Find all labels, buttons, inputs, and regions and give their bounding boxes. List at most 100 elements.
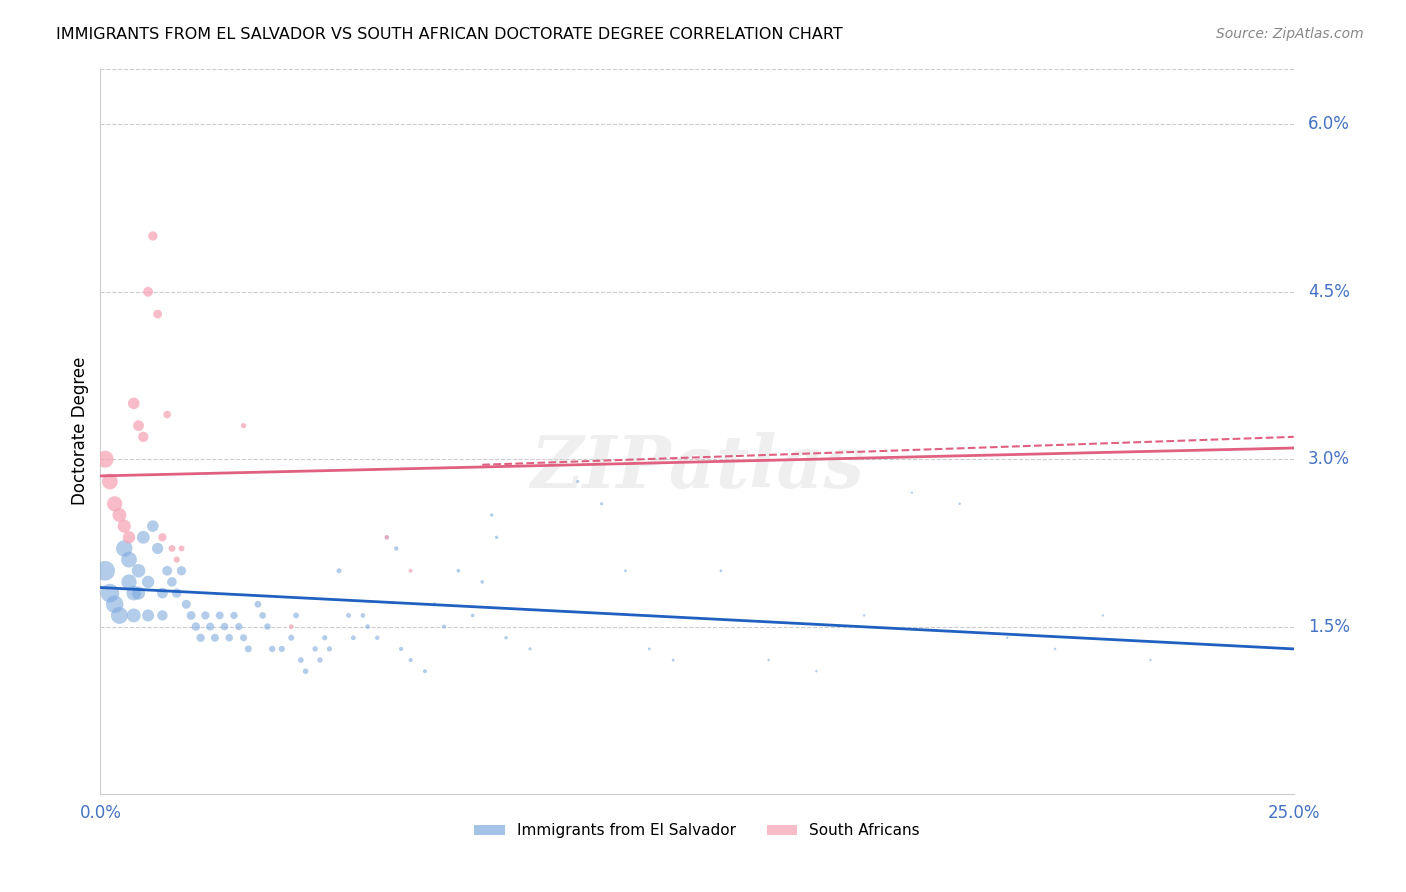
Point xyxy=(995,631,1018,645)
Point xyxy=(853,608,876,623)
Point xyxy=(160,541,183,556)
Point xyxy=(481,508,503,522)
Point xyxy=(166,586,188,600)
Point xyxy=(118,552,141,566)
Point xyxy=(98,475,121,489)
Point xyxy=(146,541,169,556)
Point xyxy=(567,475,589,489)
Point xyxy=(948,497,970,511)
Point xyxy=(337,608,360,623)
Point xyxy=(94,452,117,467)
Point xyxy=(198,619,221,633)
Point xyxy=(285,608,308,623)
Point xyxy=(128,564,150,578)
Point xyxy=(294,665,316,679)
Point xyxy=(614,564,637,578)
Point xyxy=(232,631,254,645)
Point xyxy=(122,586,145,600)
Point xyxy=(108,608,131,623)
Point xyxy=(314,631,336,645)
Point xyxy=(375,530,398,544)
Point xyxy=(710,564,733,578)
Point xyxy=(204,631,226,645)
Point xyxy=(638,641,661,656)
Point xyxy=(152,530,174,544)
Point xyxy=(304,641,326,656)
Point xyxy=(156,408,179,422)
Text: 1.5%: 1.5% xyxy=(1308,617,1350,636)
Point xyxy=(108,508,131,522)
Point xyxy=(118,574,141,589)
Point xyxy=(128,418,150,433)
Point xyxy=(591,497,613,511)
Point xyxy=(901,485,924,500)
Point xyxy=(112,541,135,556)
Point xyxy=(280,631,302,645)
Point xyxy=(170,541,193,556)
Point xyxy=(433,619,456,633)
Point xyxy=(423,597,446,611)
Point xyxy=(136,574,159,589)
Text: IMMIGRANTS FROM EL SALVADOR VS SOUTH AFRICAN DOCTORATE DEGREE CORRELATION CHART: IMMIGRANTS FROM EL SALVADOR VS SOUTH AFR… xyxy=(56,27,844,42)
Point xyxy=(495,631,517,645)
Point xyxy=(174,597,197,611)
Point xyxy=(309,653,332,667)
Point xyxy=(1091,608,1114,623)
Point xyxy=(98,586,121,600)
Point xyxy=(357,619,380,633)
Point xyxy=(136,285,159,299)
Point xyxy=(146,307,169,321)
Point xyxy=(290,653,312,667)
Point xyxy=(132,430,155,444)
Point xyxy=(214,619,236,633)
Point xyxy=(519,641,541,656)
Point xyxy=(471,574,494,589)
Point xyxy=(136,608,159,623)
Point xyxy=(413,665,436,679)
Point xyxy=(190,631,212,645)
Point xyxy=(246,597,269,611)
Point xyxy=(389,641,412,656)
Point xyxy=(461,608,484,623)
Point xyxy=(1139,653,1161,667)
Point xyxy=(447,564,470,578)
Point xyxy=(156,564,179,578)
Point xyxy=(352,608,374,623)
Y-axis label: Doctorate Degree: Doctorate Degree xyxy=(72,357,89,506)
Point xyxy=(366,631,388,645)
Point xyxy=(399,564,422,578)
Text: 4.5%: 4.5% xyxy=(1308,283,1350,301)
Text: 3.0%: 3.0% xyxy=(1308,450,1350,468)
Legend: Immigrants from El Salvador, South Africans: Immigrants from El Salvador, South Afric… xyxy=(468,817,927,845)
Point xyxy=(118,530,141,544)
Point xyxy=(662,653,685,667)
Point xyxy=(228,619,250,633)
Point xyxy=(170,564,193,578)
Point xyxy=(180,608,202,623)
Point xyxy=(318,641,340,656)
Text: 6.0%: 6.0% xyxy=(1308,115,1350,133)
Point xyxy=(104,597,127,611)
Point xyxy=(208,608,231,623)
Point xyxy=(399,653,422,667)
Point xyxy=(152,586,174,600)
Point xyxy=(262,641,284,656)
Point xyxy=(194,608,217,623)
Text: ZIPatlas: ZIPatlas xyxy=(530,432,865,503)
Point xyxy=(112,519,135,533)
Point xyxy=(122,396,145,410)
Text: Source: ZipAtlas.com: Source: ZipAtlas.com xyxy=(1216,27,1364,41)
Point xyxy=(122,608,145,623)
Point xyxy=(256,619,278,633)
Point xyxy=(806,665,828,679)
Point xyxy=(280,619,302,633)
Point xyxy=(152,608,174,623)
Point xyxy=(252,608,274,623)
Point xyxy=(232,418,254,433)
Point xyxy=(94,564,117,578)
Point xyxy=(375,530,398,544)
Point xyxy=(328,564,350,578)
Point xyxy=(270,641,292,656)
Point xyxy=(184,619,207,633)
Point xyxy=(128,586,150,600)
